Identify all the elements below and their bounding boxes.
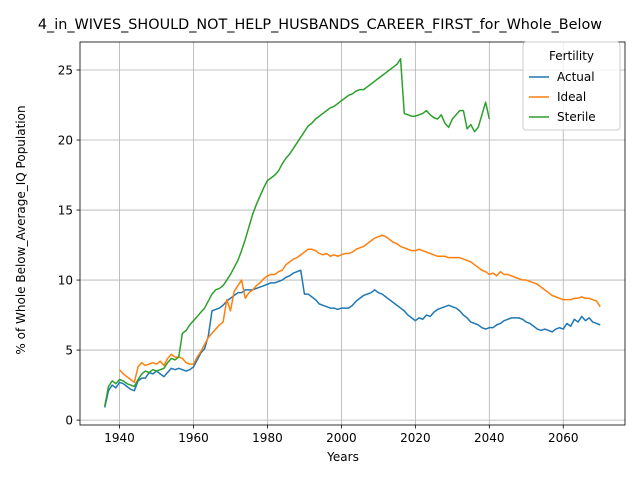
legend-label-sterile: Sterile <box>557 110 596 124</box>
x-axis-label: Years <box>326 450 359 464</box>
x-tick-label: 2060 <box>548 431 579 445</box>
legend-box <box>522 41 621 131</box>
legend: Fertility Actual Ideal Sterile <box>522 41 621 131</box>
series-line-ideal <box>118 234 601 384</box>
y-tick-label: 5 <box>65 344 73 358</box>
legend-entries: Actual Ideal Sterile <box>529 70 596 124</box>
x-axis-ticks: 1940 1960 1980 2000 2020 2040 2060 <box>104 425 579 445</box>
y-axis-ticks: 0 5 10 15 20 25 <box>58 64 80 428</box>
plot-frame <box>79 41 626 426</box>
y-tick-label: 25 <box>58 64 73 78</box>
x-tick-label: 2040 <box>474 431 505 445</box>
y-axis-label: % of Whole Below_Average_IQ Population <box>14 105 28 354</box>
chart-title: 4_in_WIVES_SHOULD_NOT_HELP_HUSBANDS_CARE… <box>38 17 602 33</box>
x-tick-label: 1980 <box>252 431 283 445</box>
series-line-actual <box>104 269 601 408</box>
x-tick-label: 1940 <box>104 431 135 445</box>
y-tick-label: 0 <box>65 414 73 428</box>
x-tick-label: 1960 <box>178 431 209 445</box>
legend-label-ideal: Ideal <box>557 90 586 104</box>
x-tick-label: 2020 <box>400 431 431 445</box>
y-tick-label: 15 <box>58 204 73 218</box>
legend-title: Fertility <box>549 49 594 63</box>
y-tick-label: 20 <box>58 134 73 148</box>
legend-label-actual: Actual <box>557 70 595 84</box>
y-tick-label: 10 <box>58 274 73 288</box>
grid-lines <box>80 42 625 425</box>
series-lines <box>104 58 601 408</box>
x-tick-label: 2000 <box>326 431 357 445</box>
series-line-sterile <box>104 58 491 407</box>
